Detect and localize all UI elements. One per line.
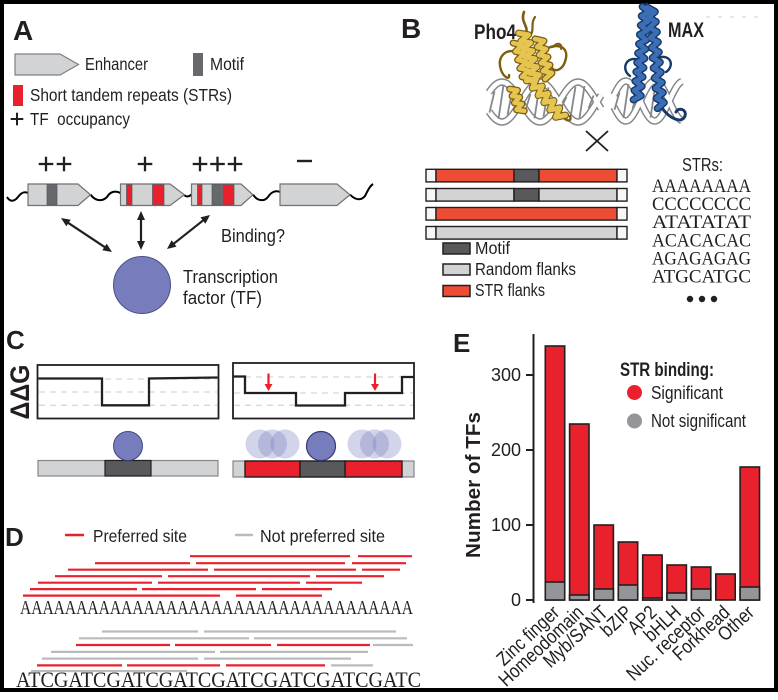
svg-text:Motif: Motif (210, 54, 244, 74)
svg-text:STRs:: STRs: (682, 154, 723, 175)
svg-text:100: 100 (491, 515, 521, 535)
svg-text:Enhancer: Enhancer (85, 54, 148, 74)
svg-text:AAAAAAAAAAAAAAAAAAAAAAAAAAAAAA: AAAAAAAAAAAAAAAAAAAAAAAAAAAAAAAAAAA (20, 597, 413, 619)
svg-text:Significant: Significant (651, 382, 723, 403)
svg-text:TF occupancy: TF occupancy (30, 109, 130, 129)
svg-text:Short tandem repeats (STRs): Short tandem repeats (STRs) (30, 85, 232, 105)
svg-text:ACACACAC: ACACACAC (652, 231, 751, 251)
svg-text:Binding?: Binding? (221, 225, 285, 246)
svg-text:C: C (6, 325, 25, 355)
svg-text:ΔΔG: ΔΔG (5, 365, 35, 420)
svg-text:Preferred site: Preferred site (93, 526, 187, 546)
svg-text:Random flanks: Random flanks (475, 259, 576, 279)
svg-text:ATATATAT: ATATATAT (652, 213, 751, 233)
svg-text:factor (TF): factor (TF) (183, 287, 262, 308)
svg-text:Transcription: Transcription (183, 266, 278, 287)
svg-text:CCCCCCCC: CCCCCCCC (652, 195, 751, 215)
svg-text:A: A (13, 15, 33, 46)
svg-text:D: D (5, 522, 24, 552)
svg-text:AGAGAGAG: AGAGAGAG (652, 249, 751, 269)
svg-text:B: B (401, 13, 421, 44)
svg-text:ATCGATCGATCGATCGATCGATCGATCGAT: ATCGATCGATCGATCGATCGATCGATCGATC (16, 667, 421, 692)
svg-text:Not preferred site: Not preferred site (260, 526, 385, 546)
svg-text:STR binding:: STR binding: (620, 360, 714, 381)
svg-text:300: 300 (491, 365, 521, 385)
svg-text:Not significant: Not significant (651, 410, 746, 431)
svg-text:MAX: MAX (668, 19, 704, 42)
svg-text:STR flanks: STR flanks (475, 280, 545, 300)
svg-text:AAAAAAAA: AAAAAAAA (652, 177, 752, 197)
svg-text:E: E (453, 328, 470, 358)
svg-text:ATGCATGC: ATGCATGC (652, 268, 751, 288)
svg-text:200: 200 (491, 440, 521, 460)
svg-text:Number of TFs: Number of TFs (463, 412, 485, 558)
svg-text:0: 0 (511, 590, 521, 610)
svg-text:Motif: Motif (475, 238, 510, 258)
svg-text:Pho4: Pho4 (474, 21, 516, 44)
